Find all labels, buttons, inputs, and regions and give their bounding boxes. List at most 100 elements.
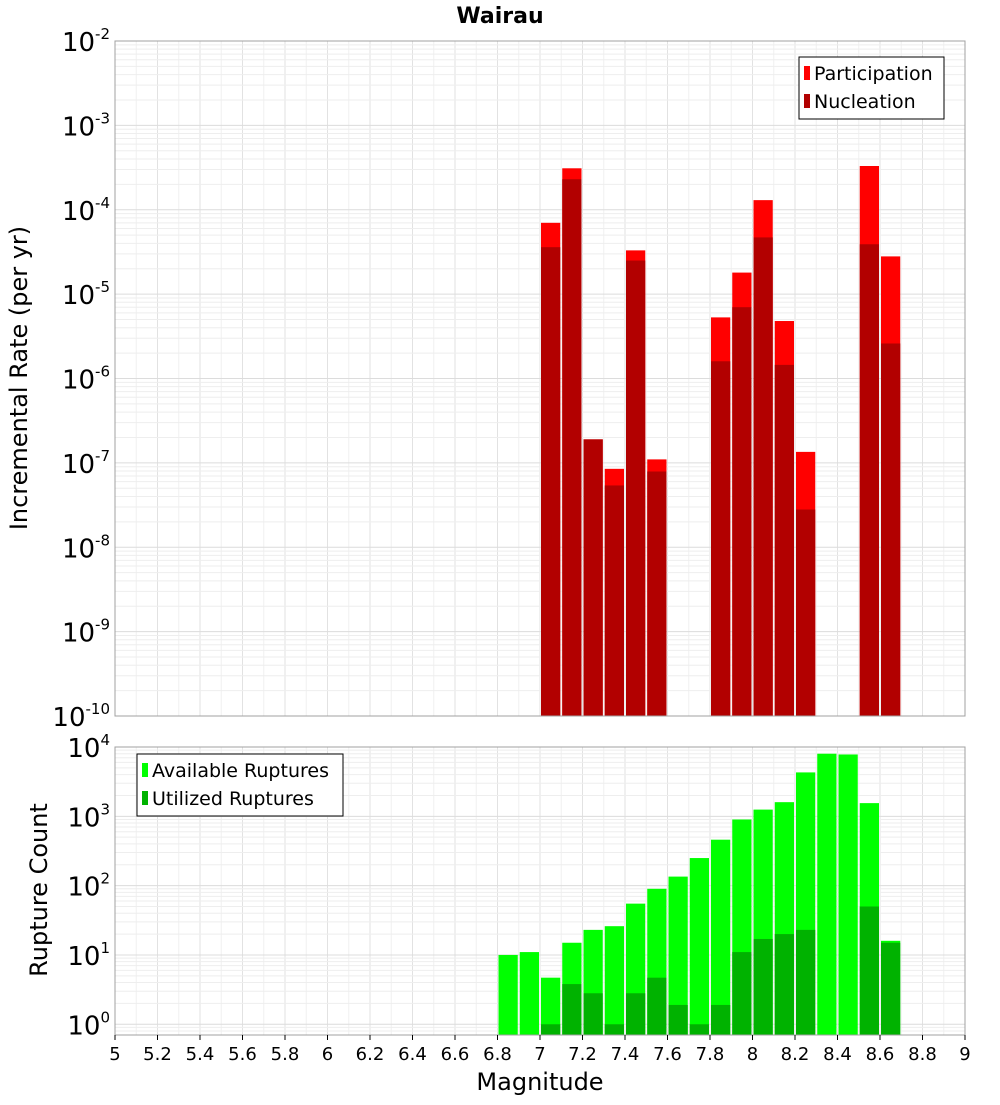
y-tick-base: 10 xyxy=(67,803,100,833)
x-tick-label: 6 xyxy=(322,1044,333,1065)
y-tick-label: 10-4 xyxy=(62,194,110,227)
bar-available-ruptures xyxy=(604,926,624,1035)
x-tick-label: 8.8 xyxy=(908,1044,937,1065)
x-tick-label: 8.2 xyxy=(781,1044,810,1065)
x-tick-label: 5.8 xyxy=(271,1044,300,1065)
bar-nucleation xyxy=(626,260,646,716)
y-tick-exponent: -9 xyxy=(95,616,110,634)
bar-utilized-ruptures xyxy=(774,934,794,1035)
legend-swatch xyxy=(142,763,148,777)
y-tick-label: 10-9 xyxy=(62,616,110,649)
y-tick-base: 10 xyxy=(62,534,95,564)
y-tick-base: 10 xyxy=(62,28,95,58)
x-tick-label: 7 xyxy=(534,1044,545,1065)
bar-utilized-ruptures xyxy=(668,1004,688,1035)
bar-utilized-ruptures xyxy=(881,942,901,1035)
y-tick-label: 10-3 xyxy=(62,109,110,142)
y-tick-label: 104 xyxy=(67,731,110,764)
y-tick-base: 10 xyxy=(67,1011,100,1041)
bar-available-ruptures xyxy=(498,954,518,1035)
legend-0: Participation Nucleation xyxy=(798,56,945,120)
bar-available-ruptures xyxy=(668,876,688,1035)
bar-available-ruptures xyxy=(689,858,709,1035)
y-tick-base: 10 xyxy=(67,734,100,764)
legend-entry: Available Ruptures xyxy=(152,760,329,782)
y-tick-label: 10-5 xyxy=(62,278,110,311)
x-tick-label: 5.4 xyxy=(186,1044,215,1065)
bar-utilized-ruptures xyxy=(732,952,752,1035)
legend-swatch xyxy=(804,94,810,108)
x-tick-label: 7.6 xyxy=(653,1044,682,1065)
y-tick-exponent: 4 xyxy=(100,731,110,749)
bar-nucleation xyxy=(753,237,773,716)
y-tick-base: 10 xyxy=(62,619,95,649)
bar-utilized-ruptures xyxy=(562,984,582,1035)
bar-utilized-ruptures xyxy=(753,938,773,1035)
y-tick-label: 10-2 xyxy=(62,25,110,58)
bar-utilized-ruptures xyxy=(541,1024,561,1035)
y-tick-exponent: -10 xyxy=(86,700,111,718)
bar-utilized-ruptures xyxy=(604,1024,624,1035)
bar-utilized-ruptures xyxy=(689,1024,709,1035)
y-tick-exponent: -7 xyxy=(95,447,110,465)
x-tick-label: 7.8 xyxy=(696,1044,725,1065)
bar-available-ruptures xyxy=(817,753,837,1035)
legend-box xyxy=(136,753,344,817)
x-tick-label: 5 xyxy=(109,1044,120,1065)
bar-nucleation xyxy=(541,247,561,716)
bar-nucleation xyxy=(562,179,582,716)
x-tick-label: 6.6 xyxy=(441,1044,470,1065)
y-tick-base: 10 xyxy=(62,450,95,480)
bar-nucleation xyxy=(647,471,667,716)
y-tick-exponent: 3 xyxy=(100,800,110,818)
bar-nucleation xyxy=(881,343,901,716)
bar-utilized-ruptures xyxy=(859,906,879,1035)
y-tick-exponent: -4 xyxy=(95,194,110,212)
x-tick-label: 5.6 xyxy=(228,1044,257,1065)
bar-nucleation xyxy=(711,361,731,716)
y-axis-label-top: Incremental Rate (per yr) xyxy=(5,226,33,530)
x-tick-label: 6.2 xyxy=(356,1044,385,1065)
y-tick-base: 10 xyxy=(67,873,100,903)
y-tick-label: 10-6 xyxy=(62,363,110,396)
y-tick-label: 100 xyxy=(67,1008,110,1041)
y-tick-label: 102 xyxy=(67,870,110,903)
chart-title: Wairau xyxy=(456,4,543,29)
bar-utilized-ruptures xyxy=(711,1004,731,1035)
legend-box xyxy=(798,56,945,120)
bar-utilized-ruptures xyxy=(583,993,603,1035)
bar-nucleation xyxy=(796,509,816,716)
y-tick-label: 10-8 xyxy=(62,531,110,564)
y-tick-label: 101 xyxy=(67,939,110,972)
bar-available-ruptures xyxy=(541,977,561,1035)
y-tick-exponent: -2 xyxy=(95,25,110,43)
bar-available-ruptures xyxy=(519,952,539,1035)
y-tick-exponent: 2 xyxy=(100,870,110,888)
y-tick-label: 103 xyxy=(67,800,110,833)
y-tick-exponent: -8 xyxy=(95,531,110,549)
x-tick-label: 7.4 xyxy=(611,1044,640,1065)
y-tick-base: 10 xyxy=(62,112,95,142)
y-tick-exponent: 0 xyxy=(100,1008,110,1026)
y-tick-base: 10 xyxy=(62,281,95,311)
x-tick-label: 9 xyxy=(959,1044,970,1065)
x-tick-label: 8.4 xyxy=(823,1044,852,1065)
y-tick-exponent: -3 xyxy=(95,109,110,127)
x-tick-label: 7.2 xyxy=(568,1044,597,1065)
bar-nucleation xyxy=(604,485,624,716)
bar-utilized-ruptures xyxy=(626,993,646,1035)
y-tick-base: 10 xyxy=(62,197,95,227)
x-tick-label: 5.2 xyxy=(143,1044,172,1065)
y-tick-label: 10-7 xyxy=(62,447,110,480)
bar-available-ruptures xyxy=(838,754,858,1035)
legend-swatch xyxy=(142,791,148,805)
y-tick-base: 10 xyxy=(67,942,100,972)
panel-0: 10-1010-910-810-710-610-510-410-310-2Par… xyxy=(52,25,966,733)
y-tick-exponent: -5 xyxy=(95,278,110,296)
x-tick-label: 8.6 xyxy=(866,1044,895,1065)
plot-frame xyxy=(114,40,966,717)
y-tick-base: 10 xyxy=(52,703,85,733)
bar-utilized-ruptures xyxy=(647,977,667,1035)
